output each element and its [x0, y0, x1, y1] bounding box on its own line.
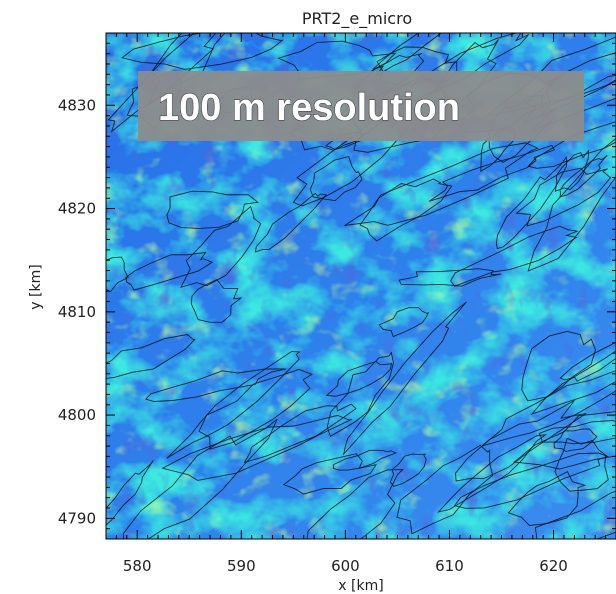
contour-line — [521, 330, 596, 402]
contour-line — [309, 155, 363, 202]
contour-line — [372, 33, 442, 77]
x-axis-label: x [km] — [338, 578, 383, 594]
resolution-banner-background — [138, 71, 584, 141]
plot-frame — [105, 32, 616, 540]
y-tick-label: 4810 — [58, 303, 96, 321]
contour-line — [378, 307, 430, 338]
contour-line — [527, 121, 616, 169]
contour-line — [144, 368, 286, 402]
x-tick-label: 610 — [435, 557, 464, 575]
contour-line — [559, 154, 608, 198]
y-tick-label: 4790 — [58, 509, 96, 527]
contour-line — [437, 434, 548, 513]
contour-line — [359, 178, 453, 242]
y-axis-label: y [km] — [28, 264, 44, 309]
contour-line — [342, 301, 467, 456]
x-tick-label: 620 — [539, 557, 568, 575]
contour-line — [538, 420, 616, 445]
contour-line — [190, 279, 243, 323]
contour-line — [125, 251, 214, 291]
contour-line — [166, 350, 301, 459]
contour-line — [429, 144, 556, 202]
contour-line — [527, 137, 616, 272]
y-axis: 4790 4800 4810 4820 4830 — [58, 32, 616, 540]
contour-line — [282, 453, 377, 495]
contour-line — [559, 341, 616, 382]
contour-line — [396, 444, 494, 535]
contour-line — [513, 410, 616, 470]
x-tick-label: 580 — [123, 557, 152, 575]
y-tick-label: 4820 — [58, 200, 96, 218]
contour-line — [180, 205, 262, 288]
contour-line — [325, 361, 392, 397]
contour-line — [481, 370, 616, 447]
contour-line — [106, 460, 154, 526]
x-axis: 580 590 600 610 620 — [105, 33, 616, 575]
contour-line — [450, 225, 579, 287]
contour-line — [453, 452, 610, 509]
contour-line — [243, 403, 357, 464]
x-tick-label: 590 — [227, 557, 256, 575]
contour-line — [254, 192, 327, 253]
contour-line — [306, 469, 404, 539]
chart-title: PRT2_e_micro — [302, 9, 412, 29]
contour-line — [107, 33, 217, 133]
contour-line — [332, 449, 397, 471]
resolution-banner-text: 100 m resolution — [158, 87, 460, 129]
contour-line — [344, 142, 539, 226]
contour-line — [530, 350, 616, 415]
contour-line — [326, 351, 394, 437]
contour-line — [122, 418, 278, 539]
contour-line — [198, 368, 313, 450]
y-tick-label: 4830 — [58, 96, 96, 114]
contour-line — [106, 256, 129, 293]
contour-line — [495, 155, 567, 250]
resolution-banner: 100 m resolution — [138, 71, 584, 141]
contour-line — [553, 428, 598, 452]
contour-line — [121, 33, 285, 70]
y-tick-label: 4800 — [58, 406, 96, 424]
contour-line — [161, 414, 353, 481]
contour-line — [166, 190, 259, 229]
contour-line — [398, 268, 502, 287]
contour-line — [106, 334, 196, 379]
contour-line — [455, 400, 587, 482]
contour-line — [554, 437, 609, 492]
contour-line — [389, 453, 427, 487]
x-tick-label: 600 — [331, 557, 360, 575]
